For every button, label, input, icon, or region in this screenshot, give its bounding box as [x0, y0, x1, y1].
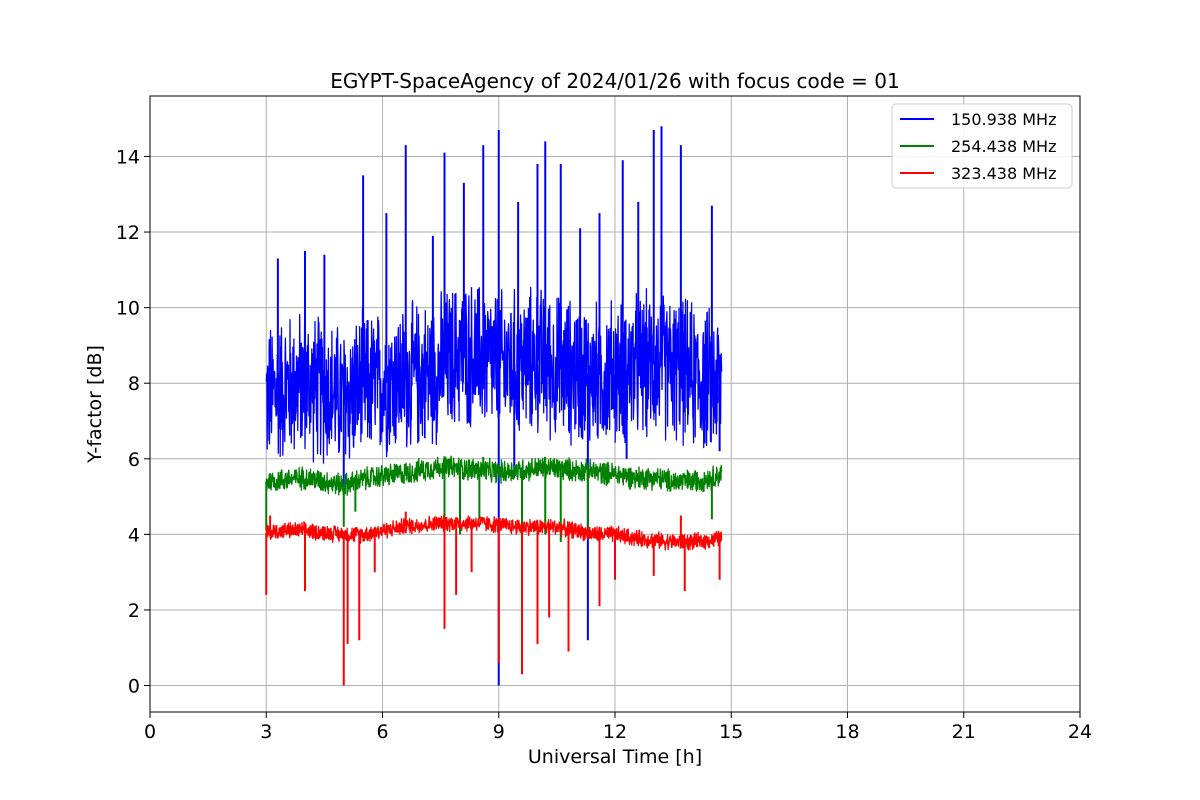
series-150-938-mhz-group	[265, 126, 723, 686]
y-tick-label: 2	[128, 600, 140, 622]
y-tick-label: 8	[128, 373, 140, 395]
series-line	[265, 455, 723, 496]
legend-label: 323.438 MHz	[951, 164, 1056, 183]
x-tick-label: 9	[493, 721, 505, 743]
y-tick-label: 6	[128, 449, 140, 471]
y-tick-label: 4	[128, 524, 140, 546]
x-tick-label: 24	[1068, 721, 1092, 743]
x-axis-ticks: 0 3 6 9 12 15 18 21 24	[144, 712, 1092, 743]
legend: 150.938 MHz 254.438 MHz 323.438 MHz	[891, 103, 1073, 189]
legend-label: 254.438 MHz	[951, 137, 1056, 156]
x-tick-label: 0	[144, 721, 156, 743]
y-tick-label: 14	[116, 146, 140, 168]
x-tick-label: 6	[376, 721, 388, 743]
x-tick-label: 18	[835, 721, 859, 743]
series-lines	[265, 126, 723, 686]
chart-title: EGYPT-SpaceAgency of 2024/01/26 with foc…	[330, 69, 899, 93]
series-line	[265, 286, 723, 464]
x-tick-label: 21	[952, 721, 976, 743]
y-tick-label: 12	[116, 222, 140, 244]
y-tick-label: 0	[128, 676, 140, 698]
x-tick-label: 12	[603, 721, 627, 743]
x-axis-label: Universal Time [h]	[528, 746, 702, 768]
series-323-438-mhz-group	[265, 511, 723, 686]
legend-box	[891, 103, 1073, 189]
y-tick-label: 10	[116, 298, 140, 320]
y-axis-label: Y-factor [dB]	[84, 345, 106, 464]
x-tick-label: 15	[719, 721, 743, 743]
x-tick-label: 3	[260, 721, 272, 743]
y-axis-ticks: 0 2 4 6 8 10 12 14	[116, 146, 150, 698]
legend-label: 150.938 MHz	[951, 110, 1056, 129]
series-line	[265, 513, 723, 551]
